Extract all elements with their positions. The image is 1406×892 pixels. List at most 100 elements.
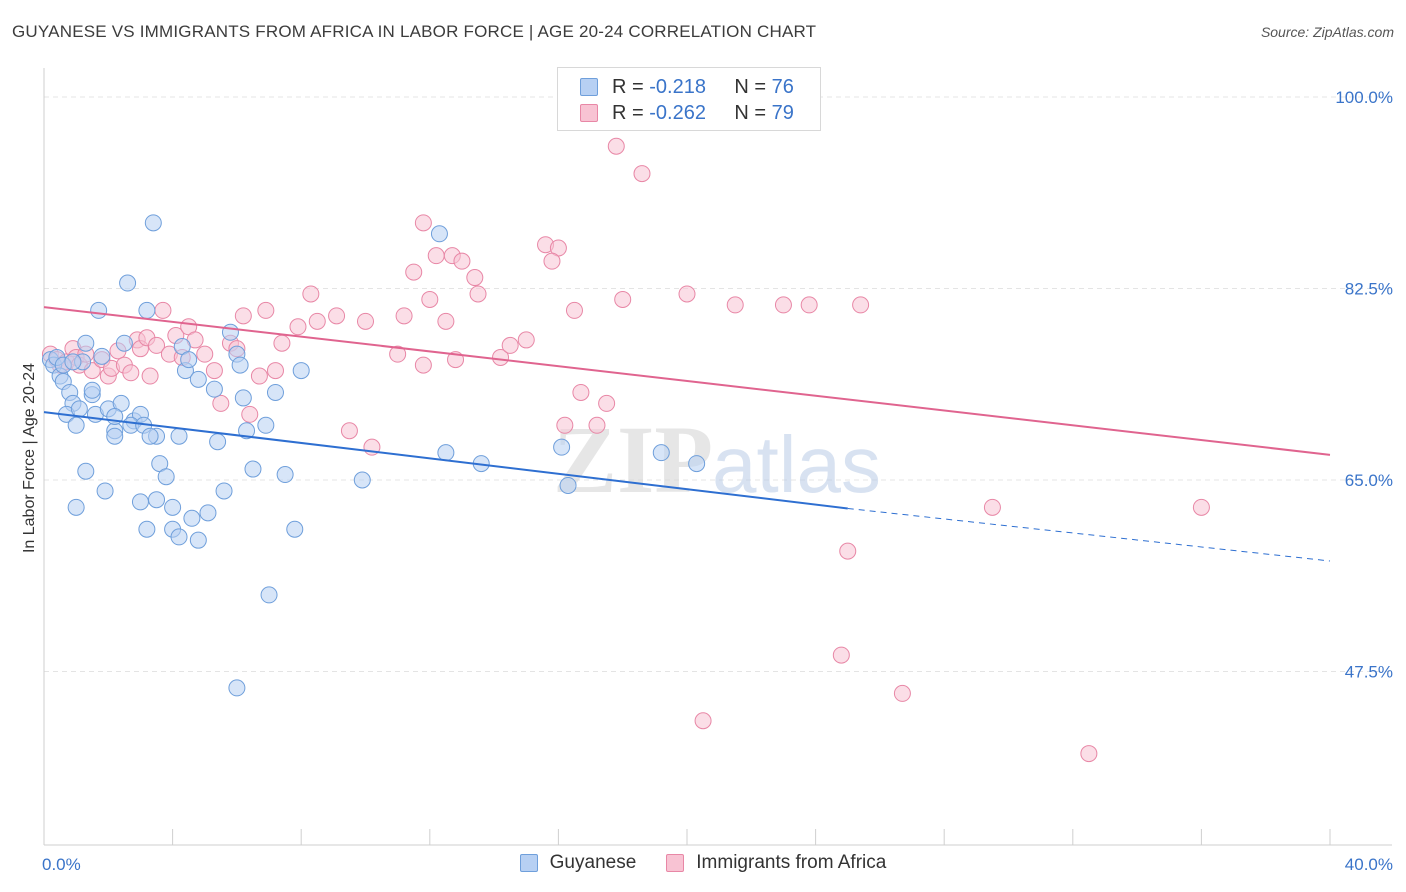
guyanese-point xyxy=(688,455,706,473)
guyanese-point xyxy=(292,362,310,380)
guyanese-point xyxy=(180,351,198,369)
n-value: 79 xyxy=(771,101,794,124)
guyanese-point xyxy=(205,380,223,398)
guyanese-point xyxy=(90,301,108,319)
legend-label-guyanese: Guyanese xyxy=(549,852,637,873)
guyanese-point xyxy=(189,531,207,549)
guyanese-point xyxy=(131,493,149,511)
africa-point xyxy=(141,367,159,385)
guyanese-point xyxy=(221,323,239,341)
africa-point xyxy=(694,712,712,730)
africa-point xyxy=(308,312,326,330)
africa-point xyxy=(466,269,484,287)
x-tick-label: 0.0% xyxy=(42,855,81,874)
guyanese-point xyxy=(228,679,246,697)
series-guyanese-points xyxy=(41,214,706,697)
chart-title: GUYANESE VS IMMIGRANTS FROM AFRICA IN LA… xyxy=(12,22,817,41)
africa-point xyxy=(414,356,432,374)
africa-point xyxy=(212,394,230,412)
africa-point xyxy=(598,394,616,412)
africa-point xyxy=(266,362,284,380)
n-label: N = xyxy=(734,101,767,124)
axes xyxy=(43,68,1392,846)
guyanese-point xyxy=(553,438,571,456)
guyanese-point xyxy=(93,347,111,365)
guyanese-point xyxy=(119,274,137,292)
legend-label-africa: Immigrants from Africa xyxy=(696,852,887,873)
africa-point xyxy=(678,285,696,303)
africa-point xyxy=(565,301,583,319)
africa-point xyxy=(501,336,519,354)
guyanese-point xyxy=(70,400,88,418)
guyanese-point xyxy=(260,586,278,604)
legend-item-guyanese[interactable]: Guyanese xyxy=(519,852,637,874)
africa-point xyxy=(395,307,413,325)
africa-point xyxy=(614,290,632,308)
africa-point xyxy=(832,646,850,664)
africa-point xyxy=(389,345,407,363)
r-label: R = xyxy=(612,75,644,98)
guyanese-point xyxy=(77,334,95,352)
guyanese-point xyxy=(266,383,284,401)
legend-item-africa[interactable]: Immigrants from Africa xyxy=(666,852,886,874)
guyanese-point xyxy=(430,225,448,243)
africa-point xyxy=(302,285,320,303)
trend-lines xyxy=(43,306,1331,562)
y-tick-label: 65.0% xyxy=(1345,471,1393,490)
guyanese-point xyxy=(353,471,371,489)
africa-point xyxy=(357,312,374,330)
guyanese-point xyxy=(138,520,156,538)
africa-point xyxy=(257,301,275,319)
guyanese-point xyxy=(141,427,159,445)
africa-point xyxy=(340,422,358,440)
guyanese-point xyxy=(115,334,133,352)
guyanese-point xyxy=(559,476,577,494)
africa-point xyxy=(852,296,870,314)
africa-point xyxy=(492,348,510,366)
africa-point xyxy=(633,165,651,183)
africa-point xyxy=(122,364,140,382)
africa-point xyxy=(543,252,561,270)
guyanese-point xyxy=(77,462,95,480)
y-tick-label: 47.5% xyxy=(1345,663,1393,682)
africa-swatch xyxy=(666,854,685,872)
guyanese-point xyxy=(199,504,217,522)
africa-point xyxy=(1192,498,1210,516)
n-label: N = xyxy=(734,75,767,98)
guyanese-point xyxy=(138,301,156,319)
stats-row-africa: R = -0.262 N = 79 xyxy=(580,101,794,125)
africa-point xyxy=(405,263,423,281)
africa-point xyxy=(414,214,432,232)
watermark-atlas: atlas xyxy=(712,420,881,509)
guyanese-point xyxy=(67,498,85,516)
africa-point xyxy=(241,405,259,423)
source-credit: Source: ZipAtlas.com xyxy=(1260,24,1394,40)
guyanese-point xyxy=(238,422,256,440)
guyanese-point xyxy=(83,381,101,399)
y-axis-label: In Labor Force | Age 20-24 xyxy=(21,363,38,553)
guyanese-point xyxy=(148,491,166,509)
guyanese-point xyxy=(164,498,182,516)
africa-point xyxy=(273,334,291,352)
africa-point xyxy=(983,498,1001,516)
africa-point xyxy=(893,684,911,702)
x-tick-labels: 0.0% 40.0% xyxy=(42,855,1393,874)
r-label: R = xyxy=(612,101,644,124)
guyanese-trend-extension xyxy=(847,507,1331,562)
africa-point xyxy=(427,247,445,265)
africa-point xyxy=(205,362,223,380)
guyanese-point xyxy=(652,444,670,462)
r-value: -0.262 xyxy=(649,101,706,124)
africa-point xyxy=(774,296,792,314)
series-legend: Guyanese Immigrants from Africa xyxy=(0,852,1406,874)
africa-point xyxy=(588,416,606,434)
africa-point xyxy=(148,336,166,354)
guyanese-point xyxy=(209,433,227,451)
guyanese-point xyxy=(183,509,201,527)
africa-point xyxy=(154,301,172,319)
guyanese-point xyxy=(286,520,304,538)
africa-point xyxy=(607,137,625,155)
r-value: -0.218 xyxy=(649,75,706,98)
x-tick-label: 40.0% xyxy=(1345,855,1393,874)
